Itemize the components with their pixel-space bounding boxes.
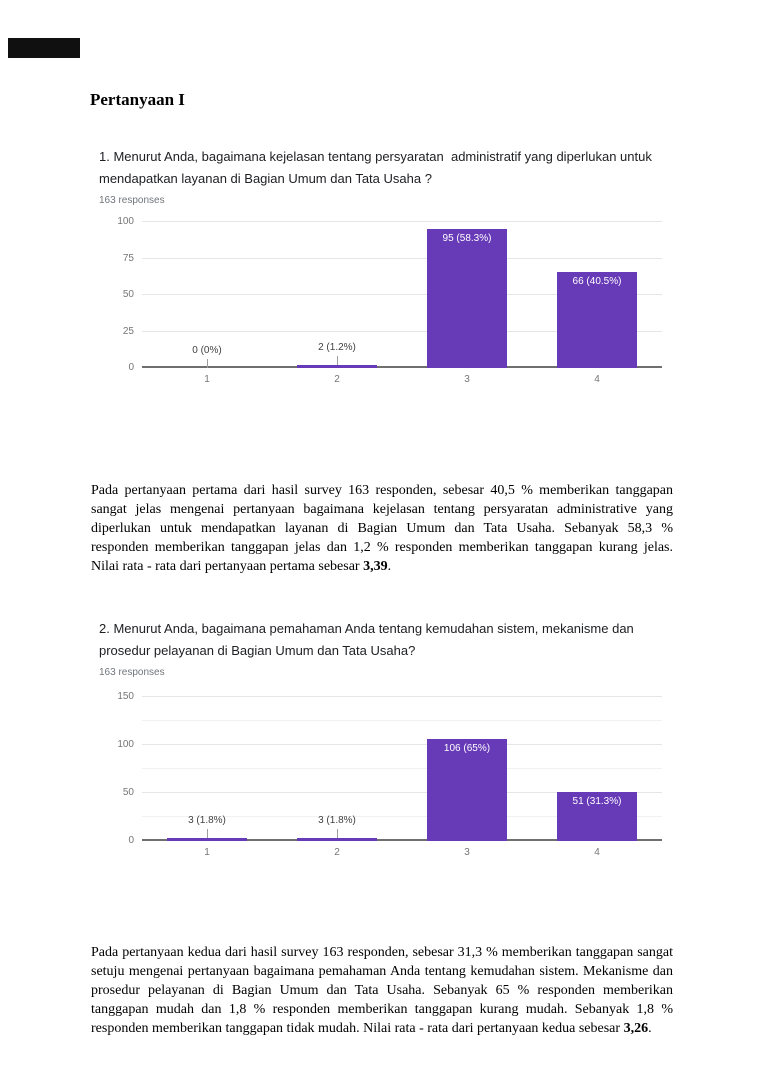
paragraph-1-line-3: diperlukan untuk mendapatkan layanan di … — [91, 521, 673, 536]
question-1-text-line-2: mendapatkan layanan di Bagian Umum dan T… — [99, 171, 432, 186]
gridline — [142, 330, 662, 332]
y-axis-tick-label: 100 — [117, 216, 134, 227]
paragraph-2-line-2: setuju mengenai pertanyaan bagaimana pem… — [91, 964, 673, 979]
y-axis-tick-label: 150 — [117, 691, 134, 702]
redaction-box — [8, 38, 80, 58]
paragraph-1-line-2: sangat jelas mengenai pertanyaan bagaima… — [91, 502, 673, 517]
mean-value-1: 3,39 — [363, 559, 388, 574]
question-2-text-line-2: prosedur pelayanan di Bagian Umum dan Ta… — [99, 643, 416, 658]
paragraph-2-line-3: prosedur pelayanan di Bagian Umum dan Ta… — [91, 983, 673, 998]
bar-chart-question-2: 0 50 100 150 1 3 (1.8%) 2 3 (1.8%) 3 106 (65%) 4 51… — [117, 691, 662, 858]
bar-value-label: 0 (0%) — [192, 345, 222, 356]
x-axis-category-label: 1 — [204, 847, 210, 858]
y-axis-tick-label: 100 — [117, 739, 134, 750]
bar — [297, 838, 377, 841]
x-axis-category-label: 2 — [334, 847, 340, 858]
x-axis-baseline — [142, 366, 662, 368]
bar-value-label: 51 (31.3%) — [572, 796, 622, 808]
gridline — [142, 221, 662, 222]
bar-value-label: 106 (65%) — [443, 743, 491, 755]
bar — [297, 365, 377, 368]
analysis-paragraph-1: Pada pertanyaan pertama dari hasil surve… — [91, 481, 673, 576]
question-1-section: 1. Menurut Anda, bagaimana kejelasan ten… — [99, 146, 669, 206]
y-axis-tick-label: 25 — [122, 325, 134, 337]
value-label-connector — [207, 359, 208, 368]
question-2-response-count: 163 responses — [99, 667, 165, 678]
gridline — [142, 792, 662, 793]
x-axis-category-label: 4 — [594, 374, 600, 385]
gridline — [142, 744, 662, 745]
bar-value-label: 95 (58.3%) — [442, 233, 492, 245]
gridline — [142, 294, 662, 295]
x-axis-category-label: 1 — [204, 374, 210, 385]
minor-gridline — [142, 720, 662, 721]
bar-chart-question-1: 0 25 50 75 100 1 0 (0%) 2 2 (1.2%) 3 95 (58.3%) 4 66… — [117, 216, 662, 385]
y-axis-tick-label: 50 — [122, 289, 134, 300]
y-axis-tick-label: 0 — [128, 362, 134, 373]
y-axis-tick-label: 75 — [122, 252, 134, 264]
paragraph-2-line-5: responden memberikan tanggapan tidak mud… — [91, 1019, 673, 1038]
paragraph-1-line-1: Pada pertanyaan pertama dari hasil surve… — [91, 483, 673, 498]
y-axis-tick-label: 0 — [128, 835, 134, 846]
x-axis-category-label: 3 — [464, 374, 470, 385]
bar-value-label: 2 (1.2%) — [318, 342, 356, 354]
minor-gridline — [142, 816, 662, 817]
bar — [167, 838, 247, 841]
paragraph-2-line-4: tanggapan mudah dan 1,8 % responden memb… — [91, 1002, 673, 1017]
bar-value-label: 3 (1.8%) — [318, 815, 356, 827]
paragraph-2-line-1: Pada pertanyaan kedua dari hasil survey … — [91, 945, 673, 960]
question-2-section: 2. Menurut Anda, bagaimana pemahaman And… — [99, 618, 669, 678]
question-1-text-line-1: 1. Menurut Anda, bagaimana kejelasan ten… — [99, 149, 652, 164]
x-axis-baseline — [142, 839, 662, 841]
x-axis-category-label: 3 — [464, 847, 470, 858]
paragraph-1-line-4: responden memberikan tanggapan jelas dan… — [91, 540, 673, 555]
bar — [427, 739, 507, 841]
gridline — [142, 696, 662, 697]
value-label-connector — [337, 356, 338, 366]
paragraph-1-line-5: Nilai rata - rata dari pertanyaan pertam… — [91, 557, 673, 576]
y-axis-tick-label: 50 — [122, 787, 134, 798]
bar — [427, 229, 507, 368]
minor-gridline — [142, 768, 662, 769]
paragraph-1-suffix: . — [387, 559, 392, 574]
paragraph-2-last-text: responden memberikan tanggapan tidak mud… — [91, 1021, 624, 1036]
paragraph-1-last-text: Nilai rata - rata dari pertanyaan pertam… — [91, 559, 364, 574]
paragraph-2-suffix: . — [648, 1021, 652, 1036]
bar — [557, 792, 637, 841]
x-axis-category-label: 2 — [334, 374, 340, 385]
value-label-connector — [207, 829, 208, 839]
value-label-connector — [337, 829, 338, 839]
bar-value-label: 66 (40.5%) — [572, 275, 622, 287]
bar-value-label: 3 (1.8%) — [188, 815, 226, 827]
page-title: Pertanyaan I — [90, 90, 185, 109]
mean-value-2: 3,26 — [623, 1021, 649, 1036]
gridline — [142, 257, 662, 259]
question-2-text-line-1: 2. Menurut Anda, bagaimana pemahaman And… — [99, 621, 634, 636]
bar — [557, 271, 637, 368]
question-1-response-count: 163 responses — [99, 195, 165, 206]
analysis-paragraph-2: Pada pertanyaan kedua dari hasil survey … — [91, 943, 673, 1038]
x-axis-category-label: 4 — [594, 847, 600, 858]
